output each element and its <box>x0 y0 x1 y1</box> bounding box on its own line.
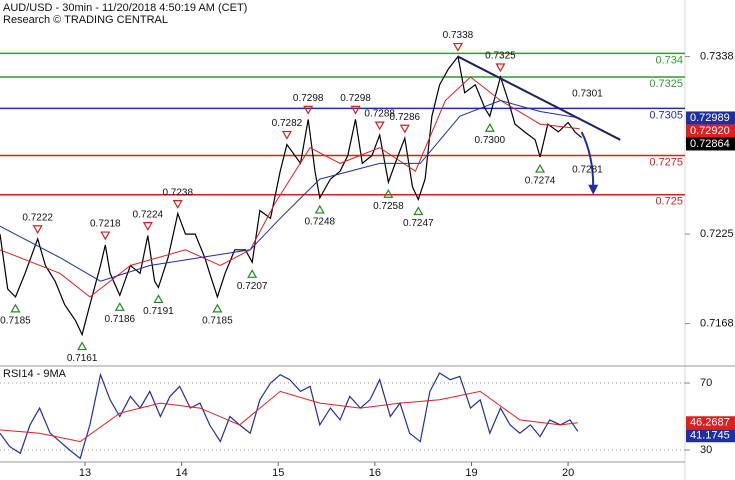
pivot-label: 0.7288 <box>364 109 395 120</box>
high-marker <box>495 63 506 73</box>
last-value-box <box>686 111 735 125</box>
high-marker <box>142 222 153 231</box>
pivot-label: 0.7222 <box>22 212 53 223</box>
last-value-label: 0.72920 <box>690 125 730 137</box>
high-marker <box>281 130 292 140</box>
high-marker <box>100 231 111 241</box>
pivot-label: 0.7300 <box>475 135 506 146</box>
series-line <box>0 372 579 460</box>
pivot-label: 0.7218 <box>90 219 121 230</box>
x-tick-label: 16 <box>369 467 381 479</box>
series-line <box>0 99 580 282</box>
trendline <box>457 55 621 141</box>
low-marker <box>535 163 546 173</box>
level-label: 0.725 <box>655 196 683 208</box>
arrow-head <box>588 184 599 195</box>
low-marker <box>247 269 258 278</box>
pivot-label: 0.7161 <box>67 353 98 364</box>
last-value-label: 41.1745 <box>690 430 730 442</box>
last-value-label: 0.72864 <box>690 138 730 150</box>
low-marker <box>484 123 495 132</box>
last-value-box <box>686 137 735 151</box>
y-tick-label: 0.7225 <box>700 228 734 240</box>
x-tick-label: 19 <box>465 467 477 479</box>
level-label: 0.734 <box>655 54 683 66</box>
low-marker <box>10 303 21 313</box>
pivot-label: 0.7281 <box>572 165 603 176</box>
low-marker <box>383 189 394 198</box>
pivot-label: 0.7274 <box>525 176 556 187</box>
y-tick-label: 0.7338 <box>700 50 734 62</box>
high-marker <box>350 105 361 115</box>
last-value-box <box>686 429 735 443</box>
pivot-label: 0.7247 <box>403 218 434 229</box>
pivot-label: 0.7185 <box>0 316 31 327</box>
high-marker <box>303 105 314 115</box>
chart-title: AUD/USD - 30min - 11/20/2018 4:50:19 AM … <box>3 2 247 14</box>
low-marker <box>114 302 125 311</box>
pivot-label: 0.7191 <box>143 306 174 317</box>
x-tick-label: 20 <box>562 467 574 479</box>
y-tick-label: 70 <box>700 377 712 389</box>
pivot-label: 0.7298 <box>293 93 324 104</box>
pivot-label: 0.7207 <box>237 281 268 292</box>
high-marker <box>399 124 410 134</box>
level-label: 0.7305 <box>649 109 683 121</box>
last-value-label: 0.72989 <box>690 112 730 124</box>
pivot-label: 0.7248 <box>304 217 335 228</box>
x-tick-label: 13 <box>79 467 91 479</box>
pivot-label: 0.7286 <box>390 112 421 123</box>
y-tick-label: 0.7168 <box>700 317 734 329</box>
y-tick-label: 30 <box>700 444 712 456</box>
level-label: 0.7275 <box>649 156 683 168</box>
low-marker <box>413 206 424 216</box>
level-label: 0.7325 <box>649 78 683 90</box>
high-marker <box>32 225 43 234</box>
high-marker <box>452 42 463 52</box>
series-line <box>0 390 578 443</box>
pivot-label: 0.7186 <box>105 314 136 325</box>
pivot-label: 0.7224 <box>133 209 164 220</box>
pivot-label: 0.7298 <box>340 93 371 104</box>
low-marker <box>77 341 88 351</box>
last-value-box <box>686 416 735 430</box>
last-value-label: 46.2687 <box>690 417 730 429</box>
high-marker <box>172 200 183 209</box>
pivot-label: 0.7238 <box>162 187 193 198</box>
high-marker <box>374 121 385 131</box>
pivot-label: 0.7325 <box>485 51 516 62</box>
last-value-box <box>686 124 735 138</box>
pivot-label: 0.7301 <box>572 88 603 99</box>
pivot-label: 0.7258 <box>373 201 404 212</box>
x-tick-label: 14 <box>176 467 188 479</box>
low-marker <box>212 303 223 313</box>
low-marker <box>314 204 325 214</box>
x-tick-label: 15 <box>272 467 284 479</box>
rsi-title: RSI14 - 9MA <box>3 368 67 380</box>
pivot-label: 0.7338 <box>443 30 474 41</box>
low-marker <box>153 294 164 304</box>
forecast-arrow <box>580 131 595 187</box>
chart-subtitle: Research © TRADING CENTRAL <box>3 14 168 26</box>
pivot-label: 0.7185 <box>202 316 233 327</box>
pivot-label: 0.7282 <box>272 118 303 129</box>
price-panel: 0.7338 0.7225 0.7168 0.734 0.7325 0.7305 0.727… <box>0 30 735 364</box>
